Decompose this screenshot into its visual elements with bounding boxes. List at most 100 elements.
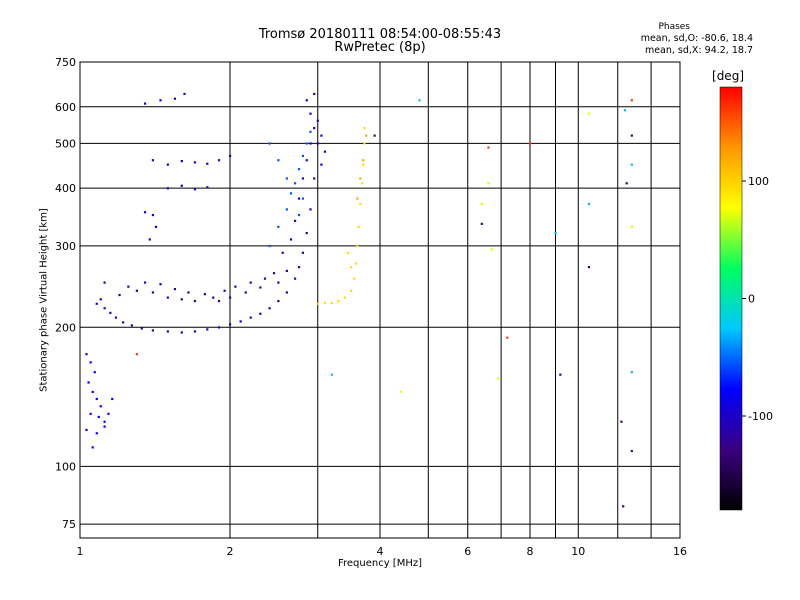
y-tick-labels: 750 600 500 400 300 200 100 75	[55, 56, 76, 531]
data-point	[496, 377, 500, 380]
data-point	[99, 405, 102, 408]
data-point	[320, 134, 323, 137]
colorbar-unit-label: [deg]	[712, 69, 744, 83]
x-tick-label: 16	[673, 545, 687, 558]
data-point	[95, 302, 98, 305]
colorbar-tick-label: 0	[748, 293, 755, 306]
data-point	[365, 134, 368, 137]
data-point	[362, 163, 365, 166]
x-tick-label: 2	[227, 545, 234, 558]
y-tick-label: 600	[55, 101, 76, 114]
data-point	[103, 425, 106, 428]
data-point	[316, 302, 319, 305]
data-point	[323, 301, 327, 304]
data-point	[217, 159, 221, 162]
data-point	[297, 213, 301, 217]
data-point	[623, 109, 627, 112]
data-point	[103, 307, 106, 310]
data-point	[490, 248, 493, 251]
x-tick-label: 10	[571, 545, 585, 558]
data-point	[360, 182, 364, 185]
data-point	[630, 225, 633, 228]
data-point	[268, 244, 271, 248]
y-tick-label: 500	[55, 137, 76, 150]
data-point	[277, 299, 280, 303]
data-point	[285, 177, 288, 180]
data-point	[323, 150, 327, 153]
data-point	[93, 371, 96, 374]
data-point	[217, 299, 221, 303]
data-point	[263, 277, 267, 280]
data-point	[89, 412, 92, 415]
data-point	[159, 283, 162, 286]
data-point	[95, 432, 98, 435]
data-point	[122, 321, 125, 324]
data-point	[350, 266, 353, 269]
data-point	[97, 415, 100, 419]
data-point	[229, 154, 232, 158]
x-tick-label: 1	[77, 545, 84, 558]
data-point	[118, 293, 121, 297]
data-point	[268, 307, 271, 310]
data-point	[630, 163, 633, 166]
data-point	[277, 281, 280, 284]
data-point	[480, 222, 483, 225]
data-point	[127, 285, 130, 288]
data-point	[109, 311, 112, 314]
data-point	[309, 130, 312, 133]
scatter-points	[85, 92, 633, 508]
x-tick-label: 6	[464, 545, 471, 558]
data-point	[330, 373, 333, 376]
x-tick-labels: 1 2 4 6 8 10 16	[77, 545, 688, 558]
colorbar-unit-text: deg	[716, 69, 740, 83]
data-point	[289, 192, 293, 195]
data-point	[320, 163, 323, 166]
data-point	[91, 390, 94, 394]
data-point	[217, 326, 221, 329]
data-point	[135, 289, 138, 292]
x-tick-label: 4	[377, 545, 384, 558]
data-point	[285, 291, 288, 294]
y-tick-label: 400	[55, 182, 76, 195]
data-point	[143, 211, 147, 214]
data-point	[630, 371, 633, 374]
data-point	[587, 202, 591, 206]
data-point	[140, 327, 143, 330]
data-point	[229, 323, 232, 326]
colorbar-tick-label: -100	[748, 410, 773, 423]
data-point	[363, 142, 366, 145]
data-point	[130, 324, 133, 327]
data-point	[309, 208, 312, 211]
data-point	[350, 289, 353, 292]
data-point	[337, 299, 340, 303]
data-point	[91, 446, 94, 449]
data-point	[363, 126, 366, 130]
data-point	[316, 119, 319, 122]
data-point	[114, 316, 118, 319]
y-tick-label: 75	[62, 518, 76, 531]
x-axis-label: Frequency [MHz]	[337, 558, 423, 569]
data-point	[180, 184, 183, 187]
data-point	[180, 331, 183, 334]
data-point	[277, 159, 280, 162]
data-point	[316, 142, 319, 145]
data-point	[272, 272, 276, 275]
data-point	[301, 251, 305, 254]
phases-heading: Phases	[658, 22, 690, 32]
data-point	[356, 197, 359, 200]
data-point	[554, 231, 557, 235]
data-point	[151, 213, 155, 217]
data-point	[239, 320, 242, 323]
x-tick-label: 8	[527, 545, 534, 558]
data-point	[268, 142, 271, 145]
data-point	[87, 381, 90, 384]
data-point	[206, 328, 209, 331]
data-point	[166, 330, 169, 333]
y-tick-label: 200	[55, 321, 76, 334]
data-point	[305, 99, 308, 102]
data-point	[587, 266, 591, 269]
data-point	[529, 142, 532, 145]
data-point	[354, 262, 358, 265]
phases-o-stats: mean, sd,O: -80.6, 18.4	[640, 33, 753, 44]
data-point	[297, 266, 301, 269]
